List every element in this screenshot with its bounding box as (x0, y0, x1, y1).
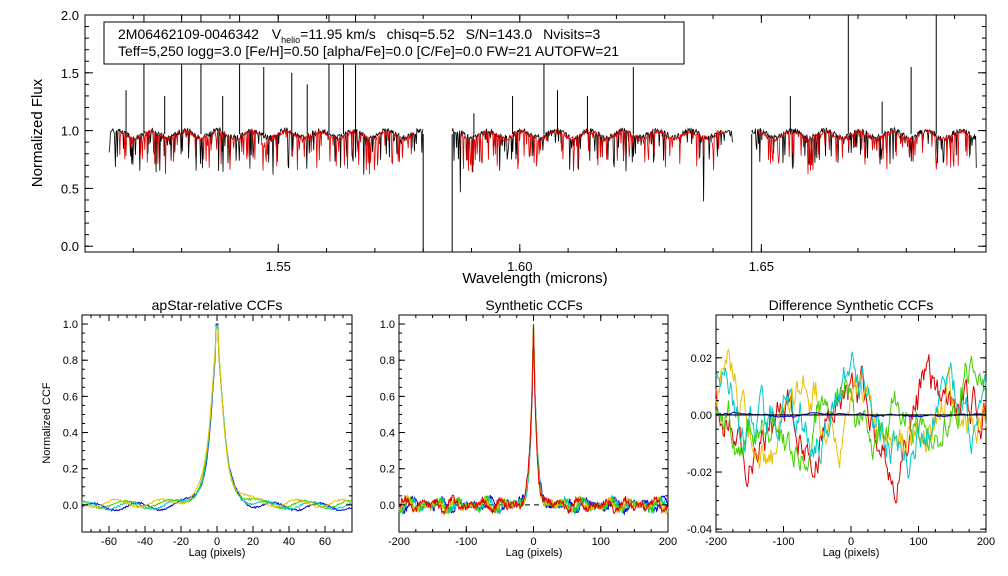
ccf-difference-ytick-label: -0.02 (687, 467, 712, 479)
ccf-synthetic-lines (398, 323, 669, 516)
ccf-synthetic-xtick-label: 200 (659, 536, 677, 548)
ccf-apstar-series-3 (82, 327, 352, 510)
chisq-value: chisq=5.52 (387, 26, 455, 42)
ccf-apstar-series-4 (81, 329, 353, 509)
spectrum-ytick-label: 1.5 (61, 66, 79, 81)
spectrum-model-line (118, 128, 970, 175)
spectrum-ylabel: Normalized Flux (29, 78, 46, 187)
ccf-apstar-ytick-label: 0.4 (63, 428, 78, 440)
star-id: 2M06462109-0046342 (118, 26, 259, 42)
spectrum-ytick-label: 2.0 (61, 8, 79, 23)
ccf-synthetic-ytick-label: 0.4 (380, 428, 395, 440)
ccf-synthetic-ytick-label: 1.0 (380, 319, 395, 331)
ccf-synthetic-series-1 (398, 323, 669, 516)
spectrum-ticks: 1.55 1.60 1.65 0.0 0.5 1.0 1.5 2.0 (61, 8, 986, 274)
nvisits-value: Nvisits=3 (543, 26, 600, 42)
ccf-synthetic-series-4 (398, 323, 669, 515)
info-box-frame (103, 21, 685, 65)
ccf-apstar-xtick-label: 20 (247, 536, 259, 548)
ccf-difference-series-3 (715, 355, 987, 473)
ccf-apstar-xtick-label: -20 (173, 536, 189, 548)
ccf-difference-lines (715, 348, 987, 504)
spectrum-ytick-label: 0.5 (61, 181, 79, 196)
ccf-apstar-series-1 (81, 323, 353, 512)
ccf-difference-ytick-label: 0.00 (691, 410, 712, 422)
ccf-apstar-xtick-label: -40 (137, 536, 153, 548)
ccf-difference-xtick-label: 100 (909, 536, 927, 548)
ccf-apstar-ytick-label: 1.0 (63, 319, 78, 331)
ccf-apstar-ytick-label: 0.6 (63, 391, 78, 403)
ccf-difference-xlabel: Lag (pixels) (823, 547, 880, 559)
ccf-apstar-series-2 (81, 325, 353, 511)
ccf-synthetic-ytick-label: 0.2 (380, 464, 395, 476)
ccf-apstar-title: apStar-relative CCFs (152, 297, 283, 313)
spectrum-ytick-label: 1.0 (61, 124, 79, 139)
spectrum-xtick-label: 1.60 (507, 259, 532, 274)
ccf-difference-series-5 (715, 354, 987, 504)
spectrum-xtick-label: 1.55 (266, 259, 291, 274)
ccf-synthetic-series-5 (398, 323, 669, 516)
ccf-apstar-xlabel: Lag (pixels) (189, 547, 246, 559)
ccf-apstar-xtick-label: 40 (283, 536, 295, 548)
ccf-synthetic-xtick-label: 100 (592, 536, 610, 548)
ccf-difference-xtick-label: -200 (705, 536, 727, 548)
ccf-apstar-frame (81, 314, 353, 533)
ccf-difference-title: Difference Synthetic CCFs (769, 297, 934, 313)
spectrum-xtick-label: 1.65 (749, 259, 774, 274)
ccf-synthetic-xtick-label: -200 (388, 536, 410, 548)
info-line-2: Teff=5,250 logg=3.0 [Fe/H]=0.50 [alpha/F… (118, 43, 619, 59)
ccf-synthetic-xtick-label: 0 (530, 536, 536, 548)
ccf-difference-ytick-label: -0.04 (687, 524, 712, 536)
ccf-synthetic-ytick-label: 0.0 (380, 500, 395, 512)
info-line-1: 2M06462109-0046342 Vhelio=11.95 km/s chi… (118, 26, 601, 45)
ccf-apstar-xtick-label: 0 (214, 536, 220, 548)
spectrum-frame (84, 14, 987, 253)
ccf-synthetic-xlabel: Lag (pixels) (506, 547, 563, 559)
ccf-difference-xtick-label: 0 (848, 536, 854, 548)
ccf-synthetic-title: Synthetic CCFs (485, 297, 582, 313)
ccf-synthetic-ytick-label: 0.8 (380, 355, 395, 367)
info-box: 2M06462109-0046342 Vhelio=11.95 km/s chi… (103, 21, 685, 65)
ccf-difference-ytick-label: 0.02 (691, 353, 712, 365)
ccf-synthetic-ticks: -200 -100 0 100 200 0.0 0.2 0.4 0.6 0.8 1.0 (380, 315, 677, 548)
ccf-difference-ticks: -200 -100 0 100 200 -0.04 -0.02 0.00 0.02 (687, 314, 995, 548)
ccf-apstar-ylabel: Normalized CCF (41, 382, 53, 464)
vhelio-prefix: V (272, 26, 282, 42)
ccf-difference-xtick-label: -100 (772, 536, 794, 548)
ccf-apstar-ytick-label: 0.2 (63, 464, 78, 476)
ccf-difference-xtick-label: 200 (977, 536, 995, 548)
ccf-apstar-panel: apStar-relative CCFs -60 -40 -20 0 20 40 60 0.0… (41, 297, 353, 559)
ccf-difference-panel: Difference Synthetic CCFs -200 -100 0 100 20… (687, 297, 995, 559)
spectrum-panel: 1.55 1.60 1.65 0.0 0.5 1.0 1.5 2.0 Wavelength (… (29, 8, 987, 287)
ccf-apstar-ticks: -60 -40 -20 0 20 40 60 0.0 0.2 0.4 0.6 0.8 1.0 (63, 315, 353, 548)
ccf-difference-series-2 (715, 351, 987, 479)
ccf-synthetic-panel: Synthetic CCFs -200 -100 0 100 200 0.0 0.2 0.4 0… (380, 297, 677, 559)
sn-value: S/N=143.0 (466, 26, 533, 42)
ccf-apstar-xtick-label: -60 (101, 536, 117, 548)
ccf-apstar-xtick-label: 60 (319, 536, 331, 548)
ccf-synthetic-series-3 (398, 323, 669, 515)
spectrum-xlabel: Wavelength (microns) (462, 270, 607, 287)
ccf-apstar-lines (81, 323, 353, 512)
ccf-synthetic-series-2 (398, 323, 669, 515)
ccf-synthetic-xtick-label: -100 (455, 536, 477, 548)
ccf-difference-series-4 (715, 348, 987, 469)
ccf-synthetic-ytick-label: 0.6 (380, 391, 395, 403)
spectrum-ytick-label: 0.0 (61, 239, 79, 254)
vhelio-value: =11.95 km/s (300, 26, 376, 42)
ccf-apstar-ytick-label: 0.0 (63, 500, 78, 512)
vhelio-subscript: helio (281, 35, 300, 45)
ccf-apstar-ytick-label: 0.8 (63, 355, 78, 367)
